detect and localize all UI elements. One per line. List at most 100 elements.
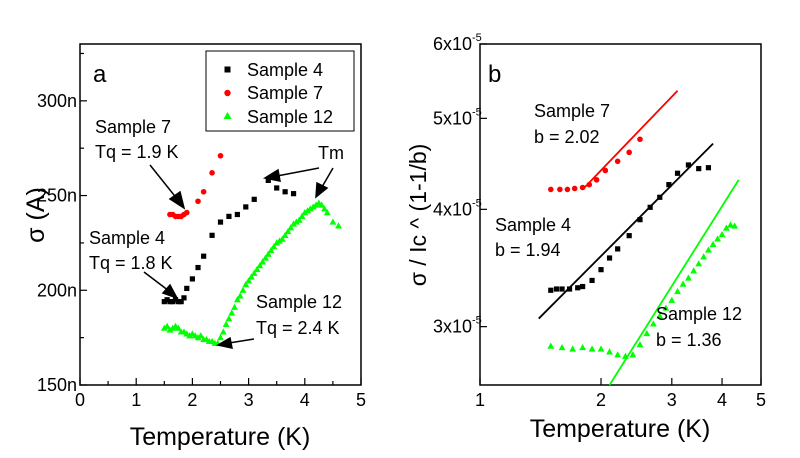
- point-a-sample-4: [282, 189, 288, 195]
- annotation-b-sample-7-b: b = 2.02: [534, 127, 600, 147]
- annotation-b-sample-12-name: Sample 12: [656, 304, 742, 324]
- point-a-sample-12: [256, 262, 264, 269]
- point-b-sample-7: [626, 149, 632, 156]
- point-b-sample-4: [589, 277, 595, 284]
- point-b-sample-12: [718, 230, 726, 238]
- point-a-sample-12: [186, 332, 193, 339]
- point-b-sample-12: [709, 240, 717, 248]
- point-a-sample-12: [298, 212, 306, 219]
- point-a-sample-12: [160, 324, 168, 331]
- point-a-sample-4: [274, 185, 280, 191]
- point-b-sample-4: [580, 283, 586, 290]
- point-a-sample-12: [217, 334, 224, 341]
- point-b-sample-7: [557, 186, 563, 193]
- annotation-a-sample-4-name: Sample 4: [89, 228, 165, 248]
- arrow-tm-left-line: [276, 167, 320, 177]
- point-a-sample-4: [234, 211, 240, 218]
- panel-b-x-tick-label: 2: [596, 390, 606, 410]
- point-b-sample-4: [674, 170, 681, 176]
- annotation-b-sample-4-name: Sample 4: [495, 215, 571, 235]
- fit-line-sample-12: [608, 179, 740, 386]
- point-a-sample-4: [161, 299, 167, 305]
- point-a-sample-12: [253, 265, 261, 273]
- panel-b-y-tick-label: 3x10: [433, 317, 472, 337]
- annotation-b-sample-4-b: b = 1.94: [495, 240, 561, 260]
- point-b-sample-7: [602, 167, 609, 174]
- point-b-sample-4: [696, 166, 702, 172]
- point-a-sample-12: [262, 254, 269, 261]
- legend-marker-sample-4: [224, 66, 231, 73]
- point-a-sample-7: [200, 188, 207, 195]
- point-b-sample-7: [571, 185, 578, 192]
- arrow-tm-right-head: [315, 181, 329, 199]
- point-a-sample-12: [219, 328, 227, 335]
- point-a-sample-12: [267, 246, 275, 254]
- point-b-sample-12: [668, 296, 676, 303]
- point-a-sample-7: [217, 152, 224, 159]
- arrow-sample-12-head: [215, 336, 233, 349]
- panel-a-y-ticks: 150n 200n 250n 300n: [37, 52, 87, 395]
- point-a-sample-7: [183, 209, 190, 216]
- point-a-sample-4: [167, 299, 173, 305]
- panel-b-label: b: [488, 61, 501, 88]
- point-a-sample-12: [273, 239, 281, 246]
- point-a-sample-4: [184, 285, 190, 291]
- point-a-sample-12: [163, 322, 171, 329]
- point-b-sample-7: [586, 181, 593, 188]
- annotation-b-sample-7-name: Sample 7: [534, 101, 610, 121]
- point-a-sample-12: [278, 235, 286, 242]
- point-a-sample-12: [236, 292, 244, 299]
- panel-b-x-tick-label: 4: [717, 390, 727, 410]
- arrow-tm-right-line: [321, 167, 334, 188]
- point-a-sample-12: [287, 224, 295, 231]
- point-a-sample-12: [250, 269, 258, 276]
- point-a-sample-4: [178, 299, 184, 305]
- point-a-sample-12: [248, 273, 255, 280]
- panel-b-x-axis-label: Temperature (K): [530, 415, 711, 443]
- point-a-sample-12: [318, 201, 326, 208]
- point-b-sample-7: [579, 184, 586, 191]
- point-b-sample-12: [714, 235, 722, 242]
- point-a-sample-12: [295, 216, 303, 223]
- point-a-sample-4: [209, 232, 215, 238]
- point-a-sample-4: [290, 191, 297, 197]
- arrow-tm-left-head: [262, 168, 281, 182]
- point-a-sample-12: [335, 222, 342, 229]
- point-a-sample-12: [166, 326, 174, 333]
- point-a-sample-4: [243, 204, 249, 210]
- point-b-sample-12: [690, 267, 698, 274]
- panel-b-y-tick-exponent: -5: [472, 106, 482, 118]
- point-b-sample-12: [588, 345, 596, 352]
- panel-a-x-tick-label: 4: [300, 390, 310, 410]
- point-b-sample-12: [643, 329, 651, 337]
- legend-entry-sample-4: Sample 4: [247, 60, 323, 80]
- point-a-sample-12: [264, 250, 272, 257]
- point-a-sample-12: [281, 231, 289, 238]
- point-b-sample-4: [606, 255, 613, 261]
- point-a-sample-4: [175, 299, 181, 305]
- point-a-sample-12: [284, 227, 292, 235]
- panel-a-x-tick-label: 5: [356, 390, 366, 410]
- point-a-sample-12: [197, 332, 205, 339]
- point-b-sample-12: [579, 343, 587, 351]
- point-b-sample-12: [650, 320, 657, 327]
- panel-b-frame: [479, 43, 762, 386]
- panel-a-y-tick-label: 200n: [37, 280, 77, 300]
- point-b-sample-4: [685, 162, 692, 168]
- panel-a-points: [160, 152, 342, 346]
- panel-b-points: [547, 136, 739, 359]
- arrow-sample-12-line: [228, 338, 255, 344]
- legend-entry-sample-7: Sample 7: [247, 83, 323, 103]
- point-b-sample-12: [722, 224, 730, 231]
- panel-a-y-axis-label: σ (A): [22, 187, 50, 243]
- point-a-sample-12: [174, 324, 182, 331]
- panel-a-x-tick-label: 3: [244, 390, 254, 410]
- legend-marker-sample-12: [223, 112, 232, 119]
- point-a-sample-4: [164, 297, 170, 303]
- point-a-sample-12: [194, 334, 202, 341]
- point-b-sample-4: [566, 286, 573, 292]
- legend-marker-sample-7: [224, 89, 231, 97]
